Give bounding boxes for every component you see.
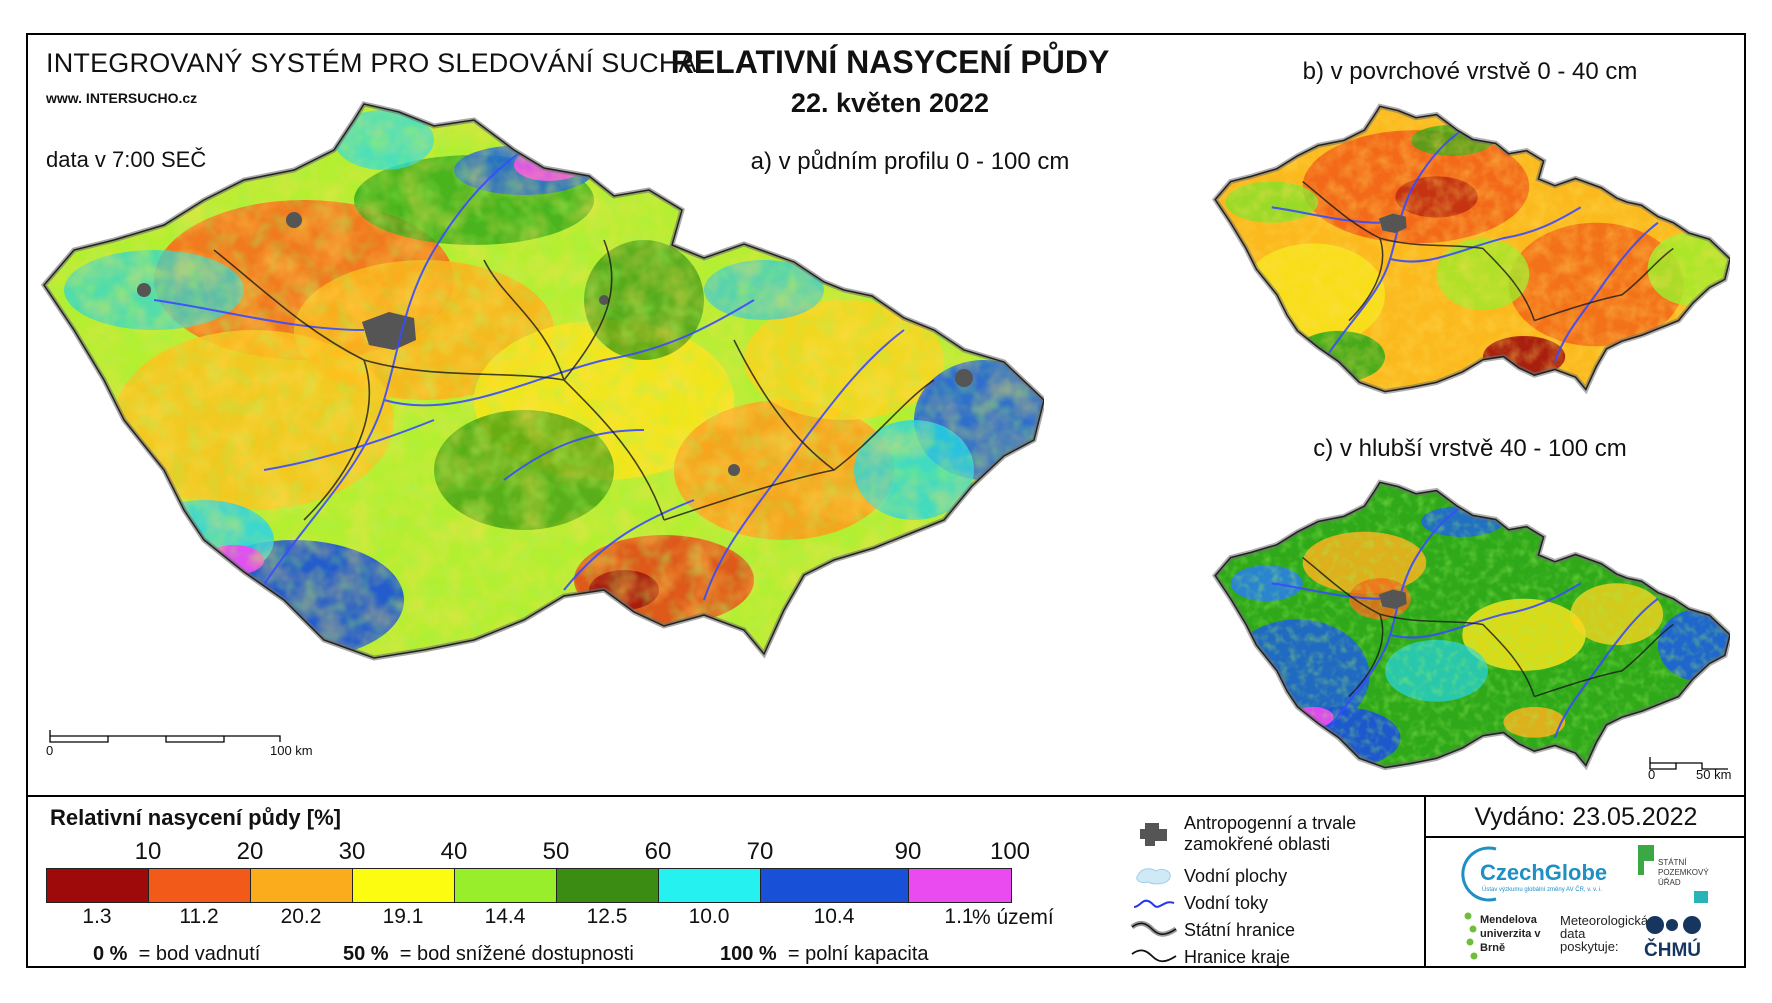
scale-c-end: 50 km <box>1696 767 1732 782</box>
map-date: 22. květen 2022 <box>790 88 990 118</box>
scale-c-start: 0 <box>1648 767 1656 782</box>
legend-class-bound: 40 <box>440 838 468 865</box>
legend-state-border: Státní hranice <box>1130 916 1295 944</box>
note-wilting-value: 0 % <box>93 943 128 965</box>
legend-class-swatch <box>909 869 1011 902</box>
note-wilting-text: = bod vadnutí <box>138 943 261 965</box>
scale-a-end: 100 km <box>270 743 313 758</box>
note-capacity-value: 100 % <box>720 943 777 965</box>
scale-bar-c <box>1649 757 1728 770</box>
legend-class-swatch <box>47 869 149 902</box>
czechglobe-logo <box>1461 846 1497 902</box>
map-a <box>34 96 1044 666</box>
legend-class-swatch <box>251 869 353 902</box>
legend-class-share: 10.4 <box>813 905 855 928</box>
scale-a-start: 0 <box>46 743 54 758</box>
legend-state-border-label: Státní hranice <box>1184 919 1296 940</box>
page-title: RELATIVNÍ NASYCENÍ PŮDY <box>670 44 1110 80</box>
legend-shares: 1.3 11.2 20.2 19.1 14.4 12.5 10.0 10.4 1.1 <box>0 905 1100 935</box>
chmu-logo-icon <box>1646 916 1701 934</box>
legend-class-swatch <box>149 869 251 902</box>
legend-river-label: Vodní toky <box>1184 892 1269 913</box>
legend-class-bound: 70 <box>746 838 774 865</box>
legend-class-bound: 10 <box>134 838 162 865</box>
issued-date: Vydáno: 23.05.2022 <box>1474 803 1698 831</box>
note-reduced-value: 50 % <box>343 943 389 965</box>
legend-class-share: 20.2 <box>280 905 322 928</box>
legend-region-border: Hranice kraje <box>1130 943 1290 971</box>
legend-class-share: 12.5 <box>586 905 628 928</box>
legend-class-share: 1.1 <box>944 905 974 928</box>
mendel-university: Mendelova univerzita v Brně <box>1480 914 1541 954</box>
state-border-icon <box>1130 916 1178 944</box>
share-unit-label: % území <box>972 906 1054 929</box>
note-reduced: 50 % = bod snížené dostupnosti <box>343 943 634 966</box>
map-b-title: b) v povrchové vrstvě 0 - 40 cm <box>1302 58 1638 85</box>
legend-class-swatch <box>659 869 761 902</box>
legend-class-swatch <box>455 869 557 902</box>
legend-class-share: 14.4 <box>484 905 526 928</box>
spu-name: STÁTNÍ POZEMKOVÝ ÚŘAD <box>1658 858 1709 887</box>
legend-bounds: 10 20 30 40 50 60 70 90 100 <box>0 838 1030 868</box>
note-capacity-text: = polní kapacita <box>787 943 929 965</box>
legend-class-share: 19.1 <box>382 905 424 928</box>
legend-colorbar <box>46 868 1012 903</box>
chmu-name: ČHMÚ <box>1644 940 1701 961</box>
legend-class-swatch <box>353 869 455 902</box>
map-c-title: c) v hlubší vrstvě 40 - 100 cm <box>1313 435 1627 462</box>
legend-class-bound: 30 <box>338 838 366 865</box>
chmu-intro: Meteorologická data poskytuje: <box>1560 913 1649 954</box>
map-b <box>1210 96 1730 402</box>
legend-class-bound: 50 <box>542 838 570 865</box>
legend-class-bound: 90 <box>894 838 922 865</box>
legend-water-body-label: Vodní plochy <box>1184 865 1288 886</box>
czechglobe-name: CzechGlobe <box>1480 860 1608 885</box>
scale-bar-a <box>49 730 281 743</box>
mendel-dots-icon <box>1464 912 1478 960</box>
legend-water-body: Vodní plochy <box>1130 862 1287 890</box>
legend-urban-label: Antropogenní a trvale zamokřené oblasti <box>1184 813 1357 854</box>
water-body-icon <box>1130 862 1178 890</box>
legend-river: Vodní toky <box>1130 889 1268 917</box>
river-icon <box>1130 889 1178 917</box>
urban-area-icon <box>1130 820 1178 848</box>
issued-divider <box>1424 836 1746 838</box>
note-wilting: 0 % = bod vadnutí <box>93 943 260 966</box>
legend-class-share: 1.3 <box>82 905 112 928</box>
website-link[interactable]: www. INTERSUCHO.cz <box>46 90 198 106</box>
note-capacity: 100 % = polní kapacita <box>720 943 929 966</box>
system-title: INTEGROVANÝ SYSTÉM PRO SLEDOVÁNÍ SUCHA <box>46 48 697 78</box>
legend-class-bound: 20 <box>236 838 264 865</box>
footer-divider <box>1424 797 1426 968</box>
legend-class-bound: 60 <box>644 838 672 865</box>
data-time: data v 7:00 SEČ <box>46 147 207 172</box>
legend-class-swatch <box>557 869 659 902</box>
region-border-icon <box>1130 943 1178 971</box>
legend-region-border-label: Hranice kraje <box>1184 946 1291 967</box>
map-a-title: a) v půdním profilu 0 - 100 cm <box>750 148 1070 175</box>
legend-divider <box>26 795 1746 797</box>
legend-title: Relativní nasycení půdy [%] <box>50 805 341 830</box>
legend-class-share: 10.0 <box>688 905 730 928</box>
legend-urban: Antropogenní a trvale zamokřené oblasti <box>1130 813 1384 855</box>
czechglobe-subtitle: Ústav výzkumu globální změny AV ČR, v. v… <box>1482 887 1603 893</box>
note-reduced-text: = bod snížené dostupnosti <box>399 943 634 965</box>
legend-class-bound: 100 <box>989 838 1031 865</box>
legend-class-share: 11.2 <box>179 905 219 928</box>
legend-class-swatch <box>761 869 909 902</box>
map-c <box>1210 472 1730 778</box>
spu-logo <box>1638 845 1708 903</box>
